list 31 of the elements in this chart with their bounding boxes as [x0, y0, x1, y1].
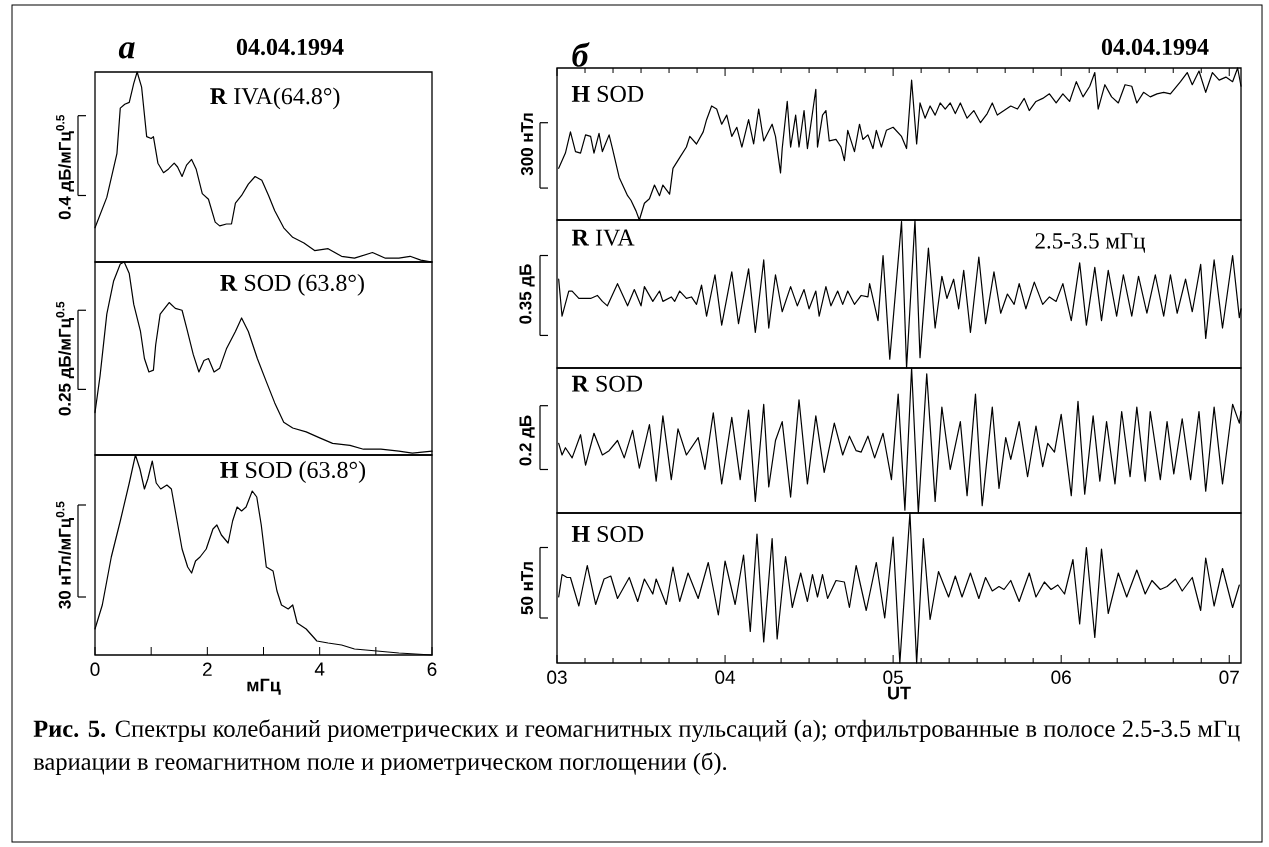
y-axis-title: 0.35 дБ — [519, 264, 535, 324]
x-tick-label: 4 — [314, 662, 325, 676]
text: б — [572, 42, 590, 67]
x-tick-label: 2 — [203, 662, 212, 676]
x-tick-label: 05 — [883, 670, 903, 684]
chart-title: H SOD — [571, 525, 644, 543]
chart-title: R IVA — [571, 229, 635, 246]
x-tick-label: 6 — [427, 662, 437, 676]
y-axis-title: 300 нТл — [520, 113, 534, 176]
x-tick-label: 0 — [90, 662, 100, 676]
text: R IVA(64.8°) — [210, 87, 340, 110]
y-axis-title: 30 нТл/мГц$^{0.5}$ — [56, 501, 74, 609]
text: 04.04.1994 — [236, 38, 344, 56]
y-axis-title: 0.25 дБ/мГц$^{0.5}$ — [56, 301, 74, 416]
chart-title: H SOD (63.8°) — [220, 461, 366, 483]
x-axis-title: мГц — [247, 678, 281, 695]
x-tick-label: 06 — [1051, 670, 1071, 684]
y-axis-title: 50 нТл — [520, 562, 534, 615]
chart-title: R SOD (63.8°) — [220, 274, 364, 296]
x-tick-label: 03 — [547, 670, 567, 684]
y-axis-title: 0.2 дБ — [519, 415, 535, 466]
x-tick-label: 04 — [715, 670, 736, 684]
text: 04.04.1994 — [1101, 38, 1209, 56]
chart-title: R SOD — [571, 375, 643, 392]
x-axis-title: UT — [888, 686, 911, 700]
annotation: 2.5-3.5 мГц — [1035, 233, 1146, 253]
x-tick-label: 07 — [1219, 670, 1239, 684]
text: H SOD — [571, 85, 644, 102]
y-axis-title: 0.4 дБ/мГц$^{0.5}$ — [56, 114, 74, 220]
text: а — [118, 42, 135, 59]
text: Рис. 5. Спектры колебаний риометрических и геомагнитных пульсаций (а); отфильтрованные в полосе 2.5-3.5 мГц вариации в геомагнитном поле и риометрическом поглощении (б). — [33, 719, 1240, 775]
